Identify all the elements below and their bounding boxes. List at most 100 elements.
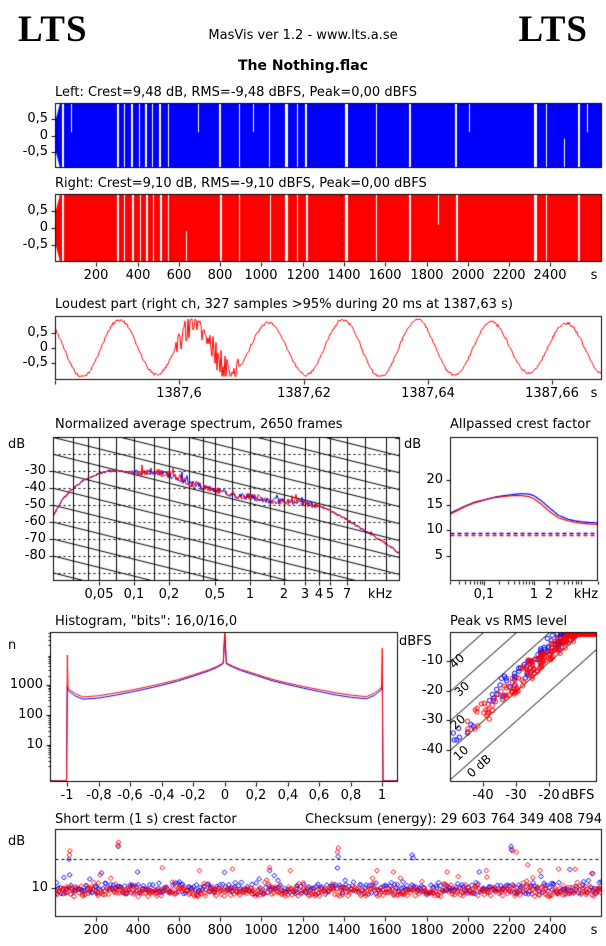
tick-label: 2000	[451, 923, 485, 938]
right-waveform-title: Right: Crest=9,10 dB, RMS=-9,10 dBFS, Pe…	[55, 176, 427, 191]
tick-label: -30	[505, 788, 527, 803]
tick-label: 0,2	[158, 587, 180, 602]
axis-unit-label: s	[590, 268, 598, 283]
tick-label: 1000	[244, 268, 278, 283]
short-term-crest-title: Short term (1 s) crest factor	[55, 812, 237, 827]
tick-label: -60	[24, 514, 46, 529]
tick-label: -0,6	[117, 788, 143, 803]
tick-label: 5	[325, 587, 335, 602]
tick-label: -0,5	[22, 355, 48, 370]
tick-label: 2400	[533, 923, 567, 938]
tick-label: -0,8	[86, 788, 112, 803]
logo-right: LTS	[518, 9, 588, 50]
axis-unit-label: dB	[8, 834, 26, 849]
tick-label: 600	[166, 923, 192, 938]
tick-label: 1200	[286, 923, 320, 938]
tick-label: -10	[421, 653, 443, 668]
tick-label: -40	[472, 788, 494, 803]
tick-label: -0,5	[22, 144, 48, 159]
tick-label: 1200	[286, 268, 320, 283]
tick-label: -0,5	[22, 237, 48, 252]
tick-label: 2400	[533, 268, 567, 283]
tick-label: 3	[300, 587, 310, 602]
left-waveform-title: Left: Crest=9,48 dB, RMS=-9,48 dBFS, Pea…	[55, 85, 417, 100]
tick-label: -80	[24, 548, 46, 563]
tick-label: 2200	[492, 923, 526, 938]
tick-label: 0	[39, 220, 48, 235]
tick-label: 2	[544, 587, 554, 602]
tick-label: 0,5	[27, 203, 48, 218]
tick-label: 0	[39, 340, 48, 355]
tick-label: 1000	[9, 677, 43, 692]
tick-label: 800	[207, 268, 233, 283]
tick-label: -70	[24, 531, 46, 546]
tick-label: 0,1	[123, 587, 145, 602]
tick-label: 0,5	[27, 325, 48, 340]
tick-label: 1	[245, 587, 255, 602]
axis-unit-label: dBFS	[561, 788, 595, 803]
axis-unit-label: kHz	[367, 587, 393, 602]
tick-label: 1387,6	[156, 386, 202, 401]
axis-unit-label: dBFS	[399, 634, 432, 649]
tick-label: 0	[220, 788, 230, 803]
tick-label: 0,8	[340, 788, 362, 803]
axis-unit-label: s	[590, 923, 598, 938]
tick-label: 0,5	[204, 587, 226, 602]
tick-label: 2200	[492, 268, 526, 283]
spectrum-title: Normalized average spectrum, 2650 frames	[55, 417, 343, 432]
axis-unit-label: s	[590, 386, 598, 401]
peak-vs-rms-title: Peak vs RMS level	[450, 614, 568, 629]
tick-label: 4	[314, 587, 324, 602]
tick-label: 5	[434, 548, 443, 563]
tick-label: 200	[83, 923, 109, 938]
histogram-title: Histogram, "bits": 16,0/16,0	[55, 614, 238, 629]
tick-label: 1387,62	[277, 386, 331, 401]
axis-unit-label: kHz	[573, 587, 599, 602]
tick-label: 7	[342, 587, 352, 602]
allpassed-crest-title: Allpassed crest factor	[450, 417, 591, 432]
tick-label: 0,6	[308, 788, 330, 803]
axis-unit-label: n	[8, 638, 17, 653]
app-version-text: MasVis ver 1.2 - www.lts.a.se	[208, 28, 398, 43]
tick-label: -50	[24, 497, 46, 512]
tick-label: 1000	[244, 923, 278, 938]
tick-label: 600	[166, 268, 192, 283]
tick-label: 1600	[368, 923, 402, 938]
tick-label: 1387,66	[525, 386, 579, 401]
tick-label: 1	[529, 587, 539, 602]
tick-label: 0,5	[27, 111, 48, 126]
tick-label: 0	[39, 128, 48, 143]
tick-label: 200	[83, 268, 109, 283]
tick-label: -30	[24, 463, 46, 478]
tick-label: 1400	[327, 268, 361, 283]
tick-label: 2000	[451, 268, 485, 283]
logo-left: LTS	[18, 9, 88, 50]
tick-label: 400	[125, 923, 151, 938]
tick-label: 0,05	[84, 587, 114, 602]
tick-label: 0,1	[473, 587, 495, 602]
tick-label: 400	[125, 268, 151, 283]
tick-label: 1	[377, 788, 387, 803]
tick-label: -30	[421, 712, 443, 727]
axis-unit-label: dB	[8, 437, 26, 452]
checksum-label: Checksum (energy): 29 603 764 349 408 79…	[304, 812, 602, 827]
tick-label: 20	[426, 472, 443, 487]
tick-label: 800	[207, 923, 233, 938]
file-title: The Nothing.flac	[237, 58, 369, 74]
tick-label: 1387,64	[401, 386, 455, 401]
tick-label: 1600	[368, 268, 402, 283]
tick-label: 1800	[410, 268, 444, 283]
tick-label: -20	[538, 788, 560, 803]
tick-label: 2	[279, 587, 289, 602]
tick-label: 10	[26, 737, 43, 752]
tick-label: -20	[421, 683, 443, 698]
loudest-part-title: Loudest part (right ch, 327 samples >95%…	[55, 297, 513, 312]
tick-label: 1400	[327, 923, 361, 938]
tick-label: 10	[426, 522, 443, 537]
tick-label: 15	[426, 497, 443, 512]
tick-label: -0,2	[180, 788, 206, 803]
tick-label: -40	[421, 742, 443, 757]
tick-label: 100	[18, 707, 43, 722]
